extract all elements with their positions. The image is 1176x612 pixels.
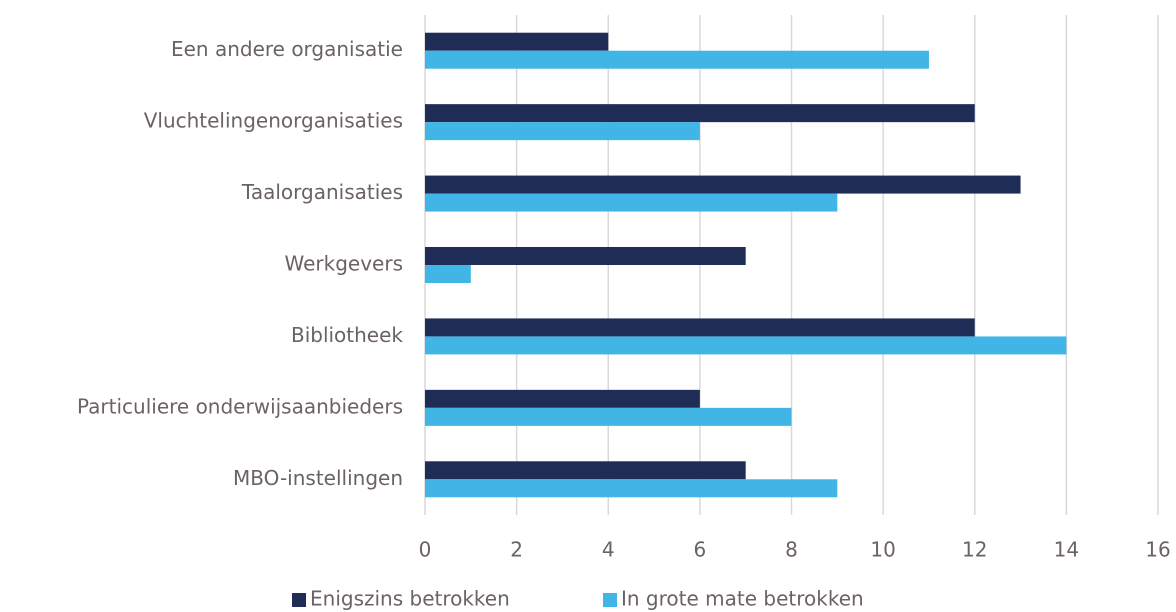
bar <box>425 32 609 51</box>
x-tick-label: 8 <box>785 538 798 562</box>
bar <box>425 389 700 408</box>
bar <box>425 479 838 498</box>
y-tick-label: MBO-instellingen <box>233 466 403 490</box>
x-tick-label: 4 <box>602 538 615 562</box>
y-tick-label: Bibliotheek <box>291 323 403 347</box>
bar <box>425 175 1021 194</box>
x-tick-label: 12 <box>962 538 987 562</box>
y-tick-label: Vluchtelingenorganisaties <box>144 109 403 133</box>
bar <box>425 407 792 426</box>
bar <box>425 104 975 123</box>
x-tick-label: 10 <box>870 538 895 562</box>
legend-label: In grote mate betrokken <box>621 587 864 611</box>
bar <box>425 318 975 337</box>
bar <box>425 336 1067 355</box>
y-tick-label: Taalorganisaties <box>241 180 403 204</box>
x-tick-label: 14 <box>1054 538 1079 562</box>
bar <box>425 122 700 141</box>
legend-label: Enigszins betrokken <box>310 587 510 611</box>
bar <box>425 50 929 69</box>
bar <box>425 193 838 212</box>
y-tick-label: Werkgevers <box>285 252 404 276</box>
bar <box>425 247 746 265</box>
x-tick-label: 16 <box>1145 538 1170 562</box>
y-tick-label: Particuliere onderwijsaanbieders <box>77 394 403 418</box>
x-tick-label: 6 <box>694 538 707 562</box>
x-tick-label: 0 <box>419 538 432 562</box>
legend-swatch <box>603 593 617 607</box>
y-tick-label: Een andere organisatie <box>171 37 403 61</box>
bar <box>425 461 746 480</box>
bar <box>425 265 471 283</box>
x-tick-label: 2 <box>510 538 523 562</box>
legend-swatch <box>292 593 306 607</box>
